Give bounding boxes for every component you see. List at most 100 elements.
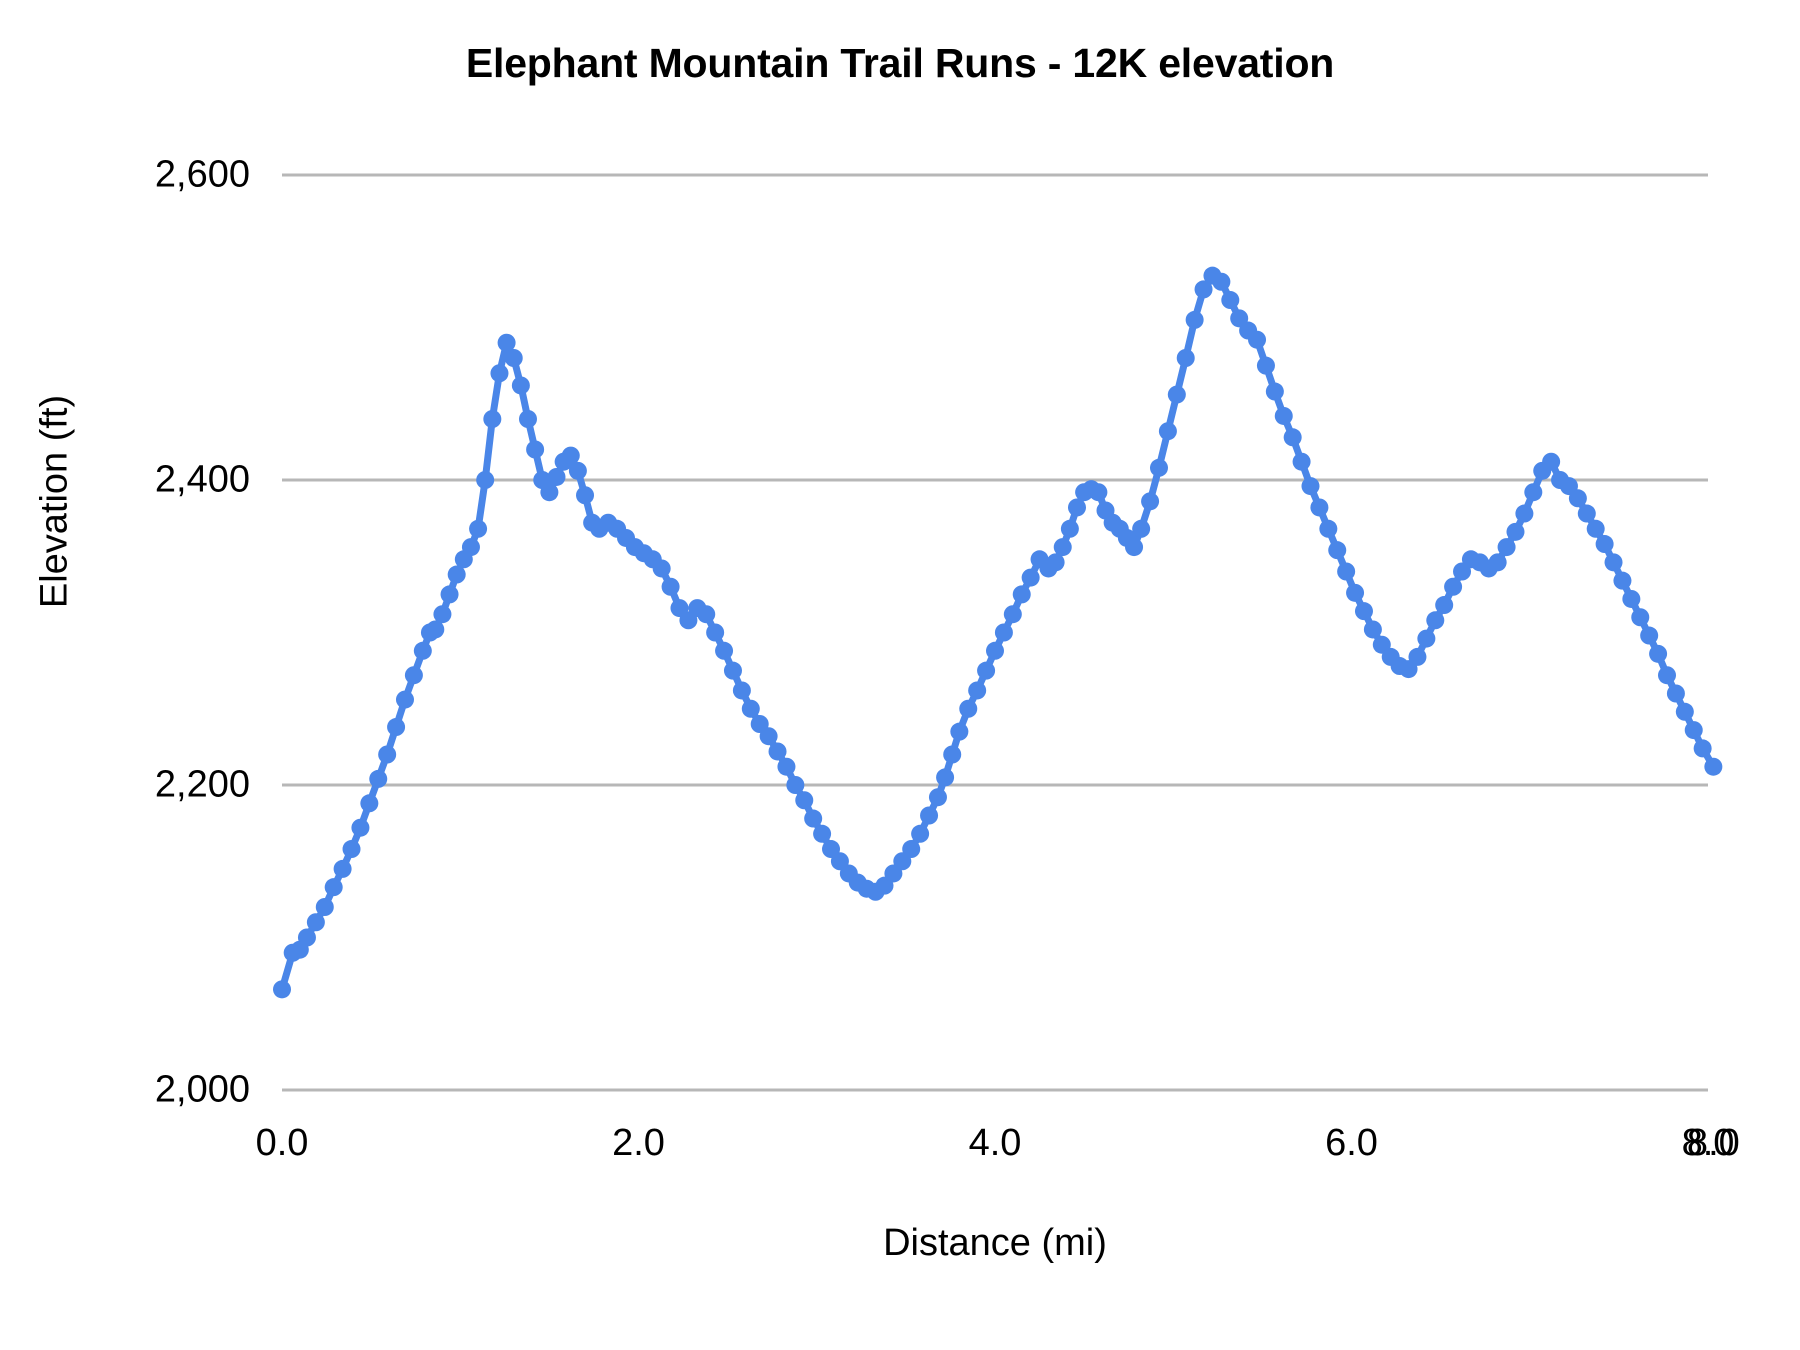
data-point[interactable] [1524, 483, 1543, 502]
data-point[interactable] [661, 577, 680, 596]
data-point[interactable] [461, 538, 480, 557]
data-point[interactable] [1684, 721, 1703, 740]
data-point[interactable] [1176, 349, 1195, 367]
data-point[interactable] [911, 824, 930, 843]
data-point[interactable] [306, 913, 325, 932]
data-point[interactable] [1185, 310, 1204, 329]
data-point[interactable] [426, 620, 445, 639]
data-point[interactable] [433, 605, 452, 624]
data-point[interactable] [526, 440, 545, 459]
data-point[interactable] [1167, 385, 1186, 404]
data-point[interactable] [447, 565, 466, 584]
data-point[interactable] [360, 794, 379, 813]
data-point[interactable] [1089, 483, 1108, 502]
data-point[interactable] [504, 349, 523, 367]
data-point[interactable] [413, 641, 432, 660]
data-point[interactable] [469, 519, 488, 538]
data-point[interactable] [1640, 626, 1659, 645]
data-point[interactable] [723, 661, 742, 680]
data-point[interactable] [1693, 739, 1712, 758]
data-point[interactable] [1141, 492, 1160, 511]
data-point[interactable] [977, 661, 996, 680]
data-point[interactable] [902, 840, 921, 859]
data-point[interactable] [333, 859, 352, 878]
data-point[interactable] [959, 699, 978, 718]
data-point[interactable] [1577, 504, 1596, 523]
data-point[interactable] [1212, 272, 1231, 291]
data-point[interactable] [1292, 452, 1311, 471]
data-point[interactable] [540, 483, 559, 502]
data-point[interactable] [1613, 571, 1632, 590]
data-point[interactable] [1704, 757, 1723, 776]
data-point[interactable] [369, 769, 388, 788]
data-point[interactable] [950, 722, 969, 741]
data-point[interactable] [768, 742, 787, 761]
data-point[interactable] [994, 623, 1013, 642]
data-point[interactable] [1604, 553, 1623, 572]
data-point[interactable] [1310, 498, 1329, 517]
data-point[interactable] [1283, 428, 1302, 447]
data-point[interactable] [1363, 620, 1382, 639]
data-point[interactable] [1194, 280, 1213, 299]
data-point[interactable] [297, 928, 316, 947]
data-point[interactable] [1435, 596, 1454, 615]
data-point[interactable] [1595, 535, 1614, 554]
data-point[interactable] [440, 585, 459, 604]
data-point[interactable] [943, 745, 962, 764]
data-point[interactable] [547, 467, 566, 486]
data-point[interactable] [732, 681, 751, 700]
data-point[interactable] [1658, 666, 1676, 685]
data-point[interactable] [490, 364, 509, 383]
data-point[interactable] [404, 666, 423, 685]
data-point[interactable] [1649, 644, 1668, 663]
data-point[interactable] [786, 776, 805, 794]
data-point[interactable] [1256, 356, 1275, 375]
data-point[interactable] [1408, 647, 1427, 666]
data-point[interactable] [1132, 519, 1151, 538]
data-point[interactable] [936, 768, 955, 787]
data-point[interactable] [1488, 553, 1507, 572]
data-point[interactable] [795, 791, 814, 810]
data-point[interactable] [511, 376, 530, 395]
data-point[interactable] [576, 486, 595, 505]
data-point[interactable] [1337, 562, 1356, 581]
data-point[interactable] [1497, 538, 1516, 557]
data-point[interactable] [1666, 684, 1685, 703]
data-point[interactable] [395, 690, 414, 709]
data-point[interactable] [387, 718, 406, 737]
data-point[interactable] [351, 818, 370, 837]
data-point[interactable] [342, 840, 361, 859]
data-point[interactable] [483, 410, 502, 428]
data-point[interactable] [1354, 602, 1373, 621]
data-point[interactable] [986, 641, 1004, 660]
data-point[interactable] [968, 681, 987, 700]
data-point[interactable] [1265, 382, 1284, 401]
data-point[interactable] [1067, 498, 1086, 517]
data-point[interactable] [1021, 568, 1040, 587]
data-point[interactable] [928, 788, 947, 807]
data-point[interactable] [804, 809, 823, 828]
data-point[interactable] [1319, 519, 1338, 538]
data-point[interactable] [1328, 541, 1347, 560]
data-point[interactable] [476, 471, 495, 489]
data-point[interactable] [1053, 538, 1072, 557]
data-point[interactable] [518, 410, 537, 428]
data-point[interactable] [1444, 577, 1463, 596]
data-point[interactable] [715, 641, 734, 660]
data-point[interactable] [1274, 406, 1293, 425]
data-point[interactable] [706, 623, 725, 642]
data-point[interactable] [813, 824, 832, 843]
data-point[interactable] [1568, 489, 1587, 508]
data-point[interactable] [1003, 605, 1022, 624]
data-point[interactable] [378, 745, 397, 764]
data-point[interactable] [1515, 504, 1534, 523]
data-point[interactable] [1346, 583, 1365, 602]
data-point[interactable] [1149, 458, 1168, 477]
data-point[interactable] [568, 461, 587, 480]
data-point[interactable] [1506, 522, 1525, 541]
data-point[interactable] [273, 980, 291, 999]
data-point[interactable] [324, 878, 343, 897]
data-point[interactable] [1622, 589, 1641, 608]
data-point[interactable] [920, 806, 939, 825]
data-point[interactable] [759, 727, 778, 746]
